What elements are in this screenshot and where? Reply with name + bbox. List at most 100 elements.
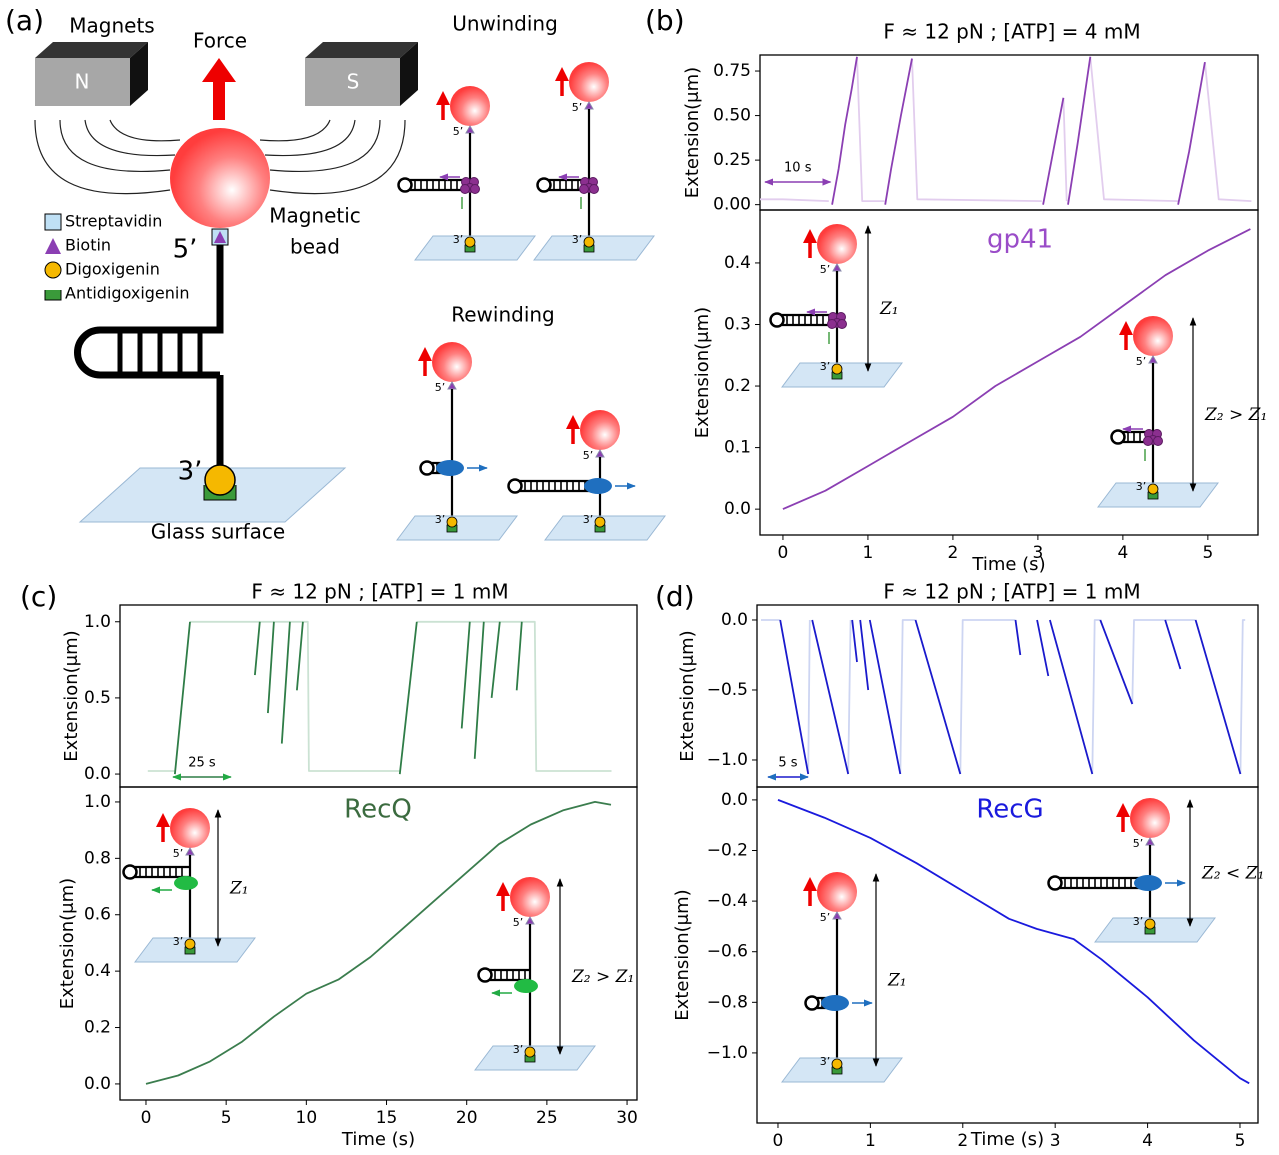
hairpin <box>520 479 600 493</box>
label: Rewinding <box>451 303 555 327</box>
y-tick-label: −0.6 <box>707 942 748 962</box>
axes-frame <box>756 786 1259 1124</box>
label: 5’ <box>820 911 831 924</box>
x-tick-label: 25 <box>536 1108 558 1128</box>
x-tick-label: 0 <box>773 1131 784 1151</box>
label: 5’ <box>572 101 583 114</box>
y-axis-label: Extension(μm) <box>61 630 82 761</box>
data-line <box>147 620 612 772</box>
y-tick-label: 0.3 <box>724 314 751 334</box>
x-tick-label: 2 <box>957 1131 968 1151</box>
label: 5’ <box>173 847 184 860</box>
z-label: Z₂ > Z₁ <box>571 967 634 987</box>
label: 3’ <box>572 233 583 246</box>
biotin <box>595 448 605 458</box>
magnet-side <box>400 42 418 106</box>
chart-title: F ≈ 12 pN ; [ATP] = 1 mM <box>251 580 508 604</box>
chart-title: F ≈ 12 pN ; [ATP] = 4 mM <box>883 20 1140 44</box>
loop <box>1110 429 1126 445</box>
bead <box>817 224 857 264</box>
dig <box>464 236 476 248</box>
label: 5’ <box>453 125 464 138</box>
panel-label: (d) <box>655 580 695 613</box>
x-axis-label: Time (s) <box>971 554 1045 575</box>
label: 5’ <box>1133 837 1144 850</box>
label: 3’ <box>583 513 594 526</box>
y-tick-label: 0.0 <box>721 790 748 810</box>
label: 3’ <box>820 360 831 373</box>
inset: 5’ 3’ Z₁ <box>122 808 256 963</box>
label: Magnetic <box>269 204 361 228</box>
inset: 5’ 3’ Z₁ <box>781 872 907 1083</box>
scale-bar-label: 5 s <box>778 756 797 771</box>
inset: 5’ 3’ Z₁ <box>769 224 903 388</box>
helicase <box>1143 436 1153 446</box>
label: 5’ <box>820 263 831 276</box>
y-tick-label: 0.2 <box>84 1018 111 1038</box>
y-tick-label: 0.6 <box>84 905 111 925</box>
x-tick-label: 5 <box>1202 543 1213 563</box>
loop <box>419 460 435 476</box>
helicase <box>1153 436 1163 446</box>
y-axis-label: Extension(μm) <box>57 878 78 1009</box>
z-label: Z₁ <box>879 299 899 319</box>
helicase <box>470 184 480 194</box>
label: Force <box>193 29 247 53</box>
loop <box>477 967 493 983</box>
magnet-top <box>35 42 148 58</box>
y-tick-label: −0.8 <box>707 992 748 1012</box>
biotin <box>465 124 475 134</box>
biotin <box>185 846 195 856</box>
data-line <box>760 56 1252 202</box>
label: Magnets <box>69 14 154 38</box>
helicase <box>174 876 198 890</box>
y-tick-label: −0.2 <box>707 841 748 861</box>
data-line <box>831 56 1206 205</box>
y-tick-label: 0.1 <box>724 438 751 458</box>
y-tick-label: 0.75 <box>713 61 751 81</box>
helicase <box>579 184 589 194</box>
x-tick-label: 15 <box>376 1108 398 1128</box>
loop <box>397 177 413 193</box>
magnet-s <box>305 58 400 106</box>
dig <box>1144 918 1156 930</box>
bead <box>170 808 210 848</box>
y-tick-label: −1.0 <box>707 1043 748 1063</box>
axes-frame <box>119 786 638 1101</box>
x-tick-label: 10 <box>296 1108 318 1128</box>
inset: 5’ 3’ Z₂ > Z₁ <box>474 877 634 1071</box>
panel-label: (b) <box>645 4 685 37</box>
magnet-side <box>130 42 148 106</box>
loop <box>536 177 552 193</box>
label: 5’ <box>435 381 446 394</box>
inset: 5’ 3’ <box>507 410 666 541</box>
scale-bar-label: 10 s <box>784 161 812 176</box>
z-label: Z₂ > Z₁ <box>1204 405 1267 425</box>
force-arrow-head <box>202 58 236 82</box>
loop <box>122 864 138 880</box>
label: 3’ <box>178 457 203 487</box>
loop <box>1047 875 1063 891</box>
helicase <box>1134 875 1162 891</box>
label: 3’ <box>173 935 184 948</box>
field-lines <box>34 119 406 195</box>
y-tick-label: 0.0 <box>84 764 111 784</box>
y-tick-label: 0.0 <box>721 610 748 630</box>
legend-label: Antidigoxigenin <box>65 284 190 303</box>
x-tick-label: 1 <box>865 1131 876 1151</box>
biotin <box>1145 836 1155 846</box>
data-line <box>777 799 1250 1085</box>
panel-a: Magnets N S Force Magnetic bead 5’ 3’ Gl… <box>34 12 558 544</box>
data-line <box>782 228 1251 510</box>
y-tick-label: −0.5 <box>707 680 748 700</box>
dig <box>184 938 196 950</box>
data-line <box>174 621 523 775</box>
x-tick-label: 2 <box>947 543 958 563</box>
biotin <box>584 100 594 110</box>
bead <box>450 86 490 126</box>
magnet-top <box>305 42 418 58</box>
axes-frame <box>756 604 1259 788</box>
x-tick-label: 1 <box>863 543 874 563</box>
label: Glass surface <box>151 520 285 544</box>
bead <box>432 342 472 382</box>
